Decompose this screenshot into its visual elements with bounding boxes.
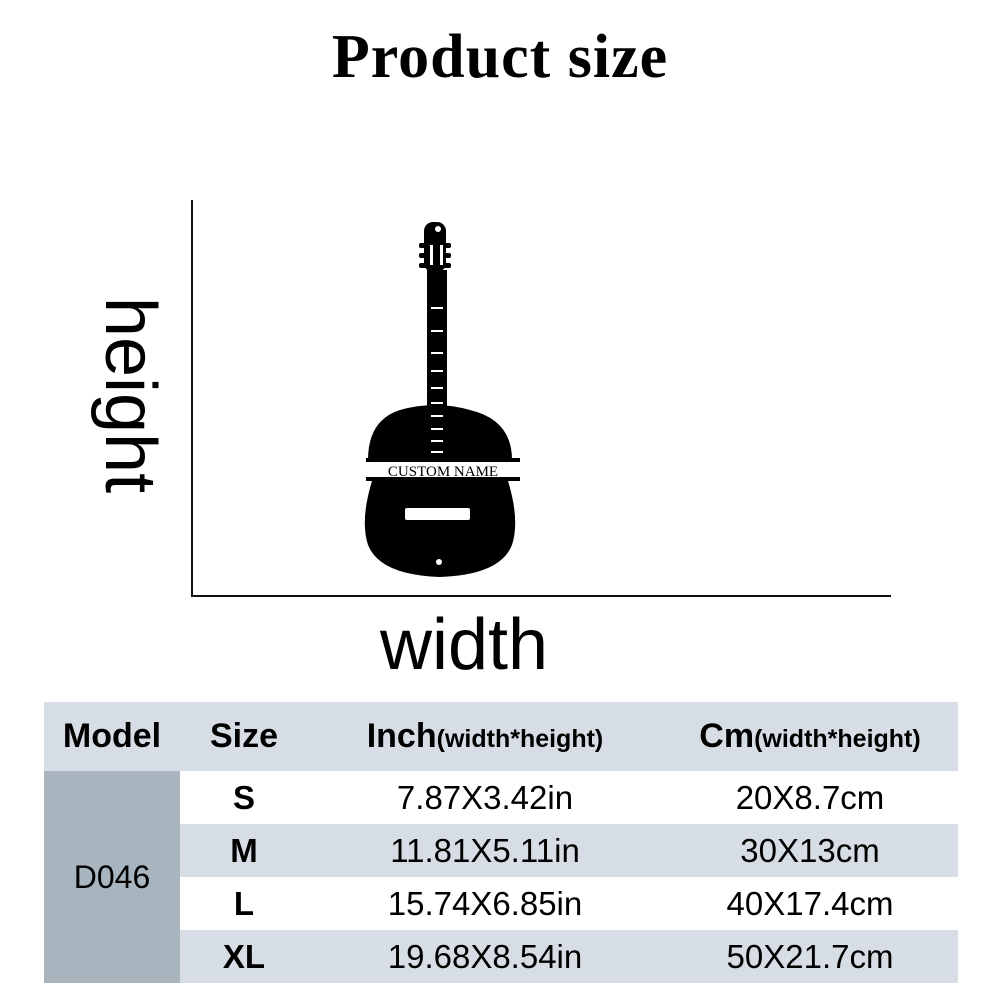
header-inch: Inch(width*height) (308, 702, 662, 771)
table-row: M 11.81X5.11in 30X13cm (44, 824, 958, 877)
header-cm-sub: (width*height) (754, 725, 921, 753)
model-cell: D046 (44, 771, 180, 983)
cm-cell: 50X21.7cm (726, 937, 894, 975)
table-header-row: Model Size Inch(width*height) Cm(width*h… (44, 702, 958, 771)
header-inch-label: Inch (366, 717, 437, 755)
size-cell: M (230, 831, 258, 869)
inch-cell: 15.74X6.85in (387, 884, 583, 922)
header-inch-sub: (width*height) (436, 725, 604, 753)
width-label: width (380, 605, 549, 685)
header-cm: Cm(width*height) (662, 702, 958, 771)
table-row: XL 19.68X8.54in 50X21.7cm (44, 930, 958, 983)
size-cell: S (232, 778, 255, 816)
header-model: Model (62, 717, 162, 755)
inch-cell: 7.87X3.42in (396, 778, 574, 816)
cm-cell: 40X17.4cm (726, 884, 894, 922)
size-cell: L (233, 884, 255, 922)
page-title: Product size (331, 23, 669, 91)
inch-cell: 11.81X5.11in (390, 831, 580, 869)
cm-cell: 30X13cm (740, 831, 880, 869)
cm-cell: 20X8.7cm (735, 778, 885, 816)
table-row: L 15.74X6.85in 40X17.4cm (44, 877, 958, 930)
header-cm-label: Cm (699, 717, 755, 755)
size-cell: XL (222, 937, 266, 975)
sign-custom-name-text: CUSTOM NAME (388, 464, 498, 480)
size-table: Model Size Inch(width*height) Cm(width*h… (44, 702, 958, 983)
width-axis-line (191, 595, 891, 597)
table-row: D046 S 7.87X3.42in 20X8.7cm (44, 771, 958, 983)
inch-cell: 19.68X8.54in (387, 937, 583, 975)
height-axis-line (191, 200, 193, 597)
header-size: Size (209, 717, 279, 755)
